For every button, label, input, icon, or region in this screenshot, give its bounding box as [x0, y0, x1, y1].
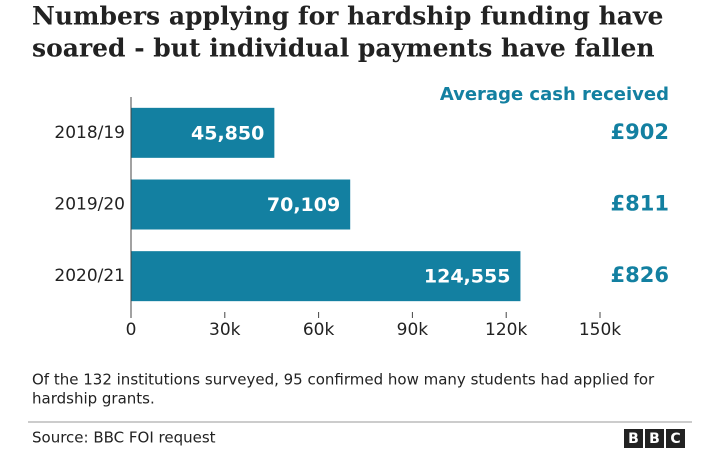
bar: [131, 179, 351, 230]
x-tick-label: 0: [126, 320, 137, 340]
note: hardship grants.: [32, 390, 155, 408]
y-tick-label: 2019/20: [54, 195, 125, 215]
chart-title: soared - but individual payments have fa…: [32, 34, 655, 63]
y-tick-label: 2018/19: [54, 123, 125, 143]
chart-title: Numbers applying for hardship funding ha…: [32, 2, 663, 31]
logo-block: [624, 429, 643, 448]
logo-block: [666, 429, 685, 448]
x-tick-label: 90k: [397, 320, 429, 340]
logo-letter: B: [649, 431, 660, 447]
x-tick-label: 30k: [209, 320, 241, 340]
value-label: 124,555: [424, 266, 511, 288]
bar: [131, 107, 275, 158]
x-tick-label: 60k: [303, 320, 335, 340]
value-label: 45,850: [191, 122, 264, 144]
side-header: Average cash received: [440, 84, 669, 105]
note: Of the 132 institutions surveyed, 95 con…: [32, 371, 655, 389]
side-label: £902: [611, 120, 669, 144]
logo-letter: B: [628, 431, 639, 447]
logo-letter: C: [670, 431, 680, 447]
source: Source: BBC FOI request: [32, 429, 216, 447]
x-tick-label: 150k: [579, 320, 621, 340]
value-label: 70,109: [267, 194, 340, 216]
side-label: £811: [611, 192, 669, 216]
x-tick-label: 120k: [485, 320, 527, 340]
bar: [131, 251, 521, 302]
y-tick-label: 2020/21: [54, 266, 125, 286]
side-label: £826: [611, 263, 669, 287]
logo-block: [645, 429, 664, 448]
